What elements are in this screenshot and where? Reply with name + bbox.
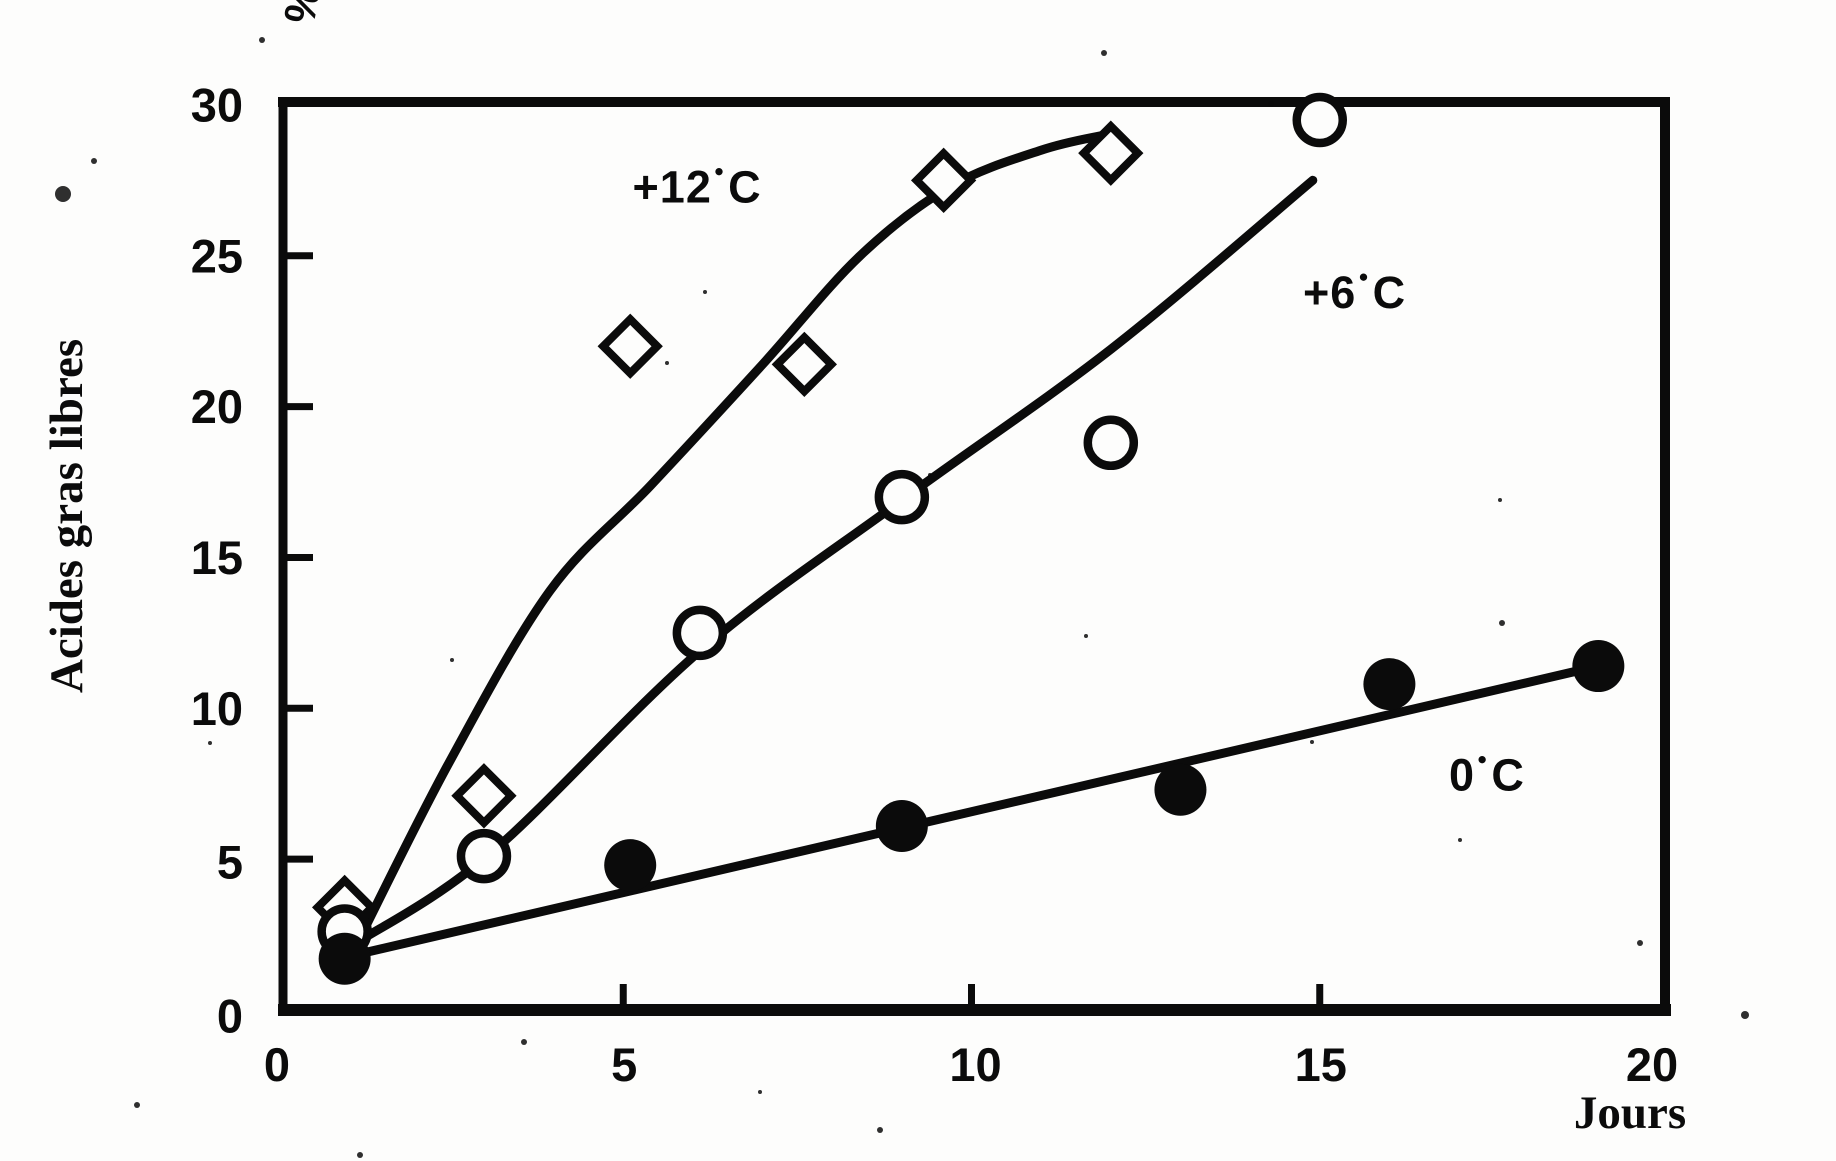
scan-speck bbox=[703, 290, 707, 294]
marker-open-circle bbox=[1083, 415, 1139, 471]
scan-speck bbox=[1084, 634, 1088, 638]
plot-border bbox=[278, 97, 1671, 1016]
marker-filled-circle bbox=[1572, 640, 1625, 693]
marker-open-diamond bbox=[1078, 120, 1144, 186]
scan-speck bbox=[665, 361, 669, 365]
scan-speck bbox=[450, 658, 454, 662]
marker-open-circle bbox=[456, 828, 512, 884]
axis-tick-labels: 0 5 10 15 20 0 5 10 15 20 25 30 bbox=[191, 78, 1678, 1091]
x-tick-label: 20 bbox=[1626, 1038, 1678, 1091]
scan-speck bbox=[1458, 838, 1462, 842]
marker-open-circle bbox=[874, 469, 930, 525]
x-axis-title: Jours bbox=[1574, 1087, 1686, 1139]
scan-speck bbox=[928, 473, 932, 477]
y-tick-label: 15 bbox=[191, 531, 243, 584]
axis-ticks bbox=[284, 252, 1324, 1008]
trend-curve-12c bbox=[354, 130, 1109, 946]
scan-speck bbox=[134, 1102, 140, 1108]
y-tick-label: 30 bbox=[191, 78, 243, 131]
x-tick-label: 0 bbox=[264, 1038, 290, 1091]
x-tick-label: 5 bbox=[611, 1038, 637, 1091]
marker-open-circle bbox=[672, 605, 728, 661]
y-tick-label: 0 bbox=[217, 990, 243, 1043]
trend-curve-0c bbox=[347, 661, 1603, 961]
series-label-6c: +6 ●C bbox=[1303, 267, 1406, 318]
series-label-12c: +12 ●C bbox=[633, 161, 762, 212]
trend-curves bbox=[347, 130, 1603, 961]
y-axis-unit-label: % bbox=[275, 0, 331, 28]
scan-speck bbox=[877, 1127, 883, 1133]
marker-filled-circle bbox=[318, 932, 371, 985]
scan-speck bbox=[208, 741, 212, 745]
marker-open-circle bbox=[1292, 92, 1347, 148]
scan-speck bbox=[1498, 498, 1502, 502]
marker-filled-circle bbox=[875, 799, 928, 852]
scan-speck bbox=[357, 1152, 363, 1158]
scan-speck bbox=[259, 37, 265, 43]
scan-speck bbox=[758, 1090, 762, 1094]
scan-speck bbox=[1268, 101, 1274, 107]
data-markers bbox=[311, 92, 1625, 985]
scan-speck bbox=[55, 186, 71, 202]
scan-speck bbox=[1499, 620, 1505, 626]
scan-speck bbox=[521, 1039, 527, 1045]
marker-filled-circle bbox=[1363, 658, 1416, 711]
marker-filled-circle bbox=[604, 839, 657, 892]
scan-speck bbox=[1637, 940, 1643, 946]
y-tick-label: 25 bbox=[191, 229, 243, 282]
series-annotations: +12 ●C +6 ●C 0 ●C bbox=[633, 161, 1525, 801]
y-tick-label: 20 bbox=[191, 380, 243, 433]
x-tick-label: 15 bbox=[1295, 1038, 1347, 1091]
scan-noise bbox=[55, 37, 1749, 1158]
trend-curve-6c bbox=[350, 175, 1318, 949]
series-label-0c: 0 ●C bbox=[1449, 750, 1525, 801]
marker-filled-circle bbox=[1154, 763, 1207, 816]
x-tick-label: 10 bbox=[949, 1038, 1001, 1091]
y-tick-label: 10 bbox=[191, 682, 243, 735]
scan-speck bbox=[1741, 1011, 1749, 1019]
marker-open-diamond bbox=[597, 313, 663, 379]
marker-open-diamond bbox=[910, 147, 977, 213]
marker-open-diamond bbox=[451, 763, 517, 829]
scan-speck bbox=[91, 158, 97, 164]
scan-speck bbox=[1310, 740, 1314, 744]
y-axis-title: Acides gras libres bbox=[41, 339, 93, 693]
y-tick-label: 5 bbox=[217, 836, 243, 889]
marker-open-diamond bbox=[771, 331, 837, 398]
scan-speck bbox=[1101, 50, 1107, 56]
